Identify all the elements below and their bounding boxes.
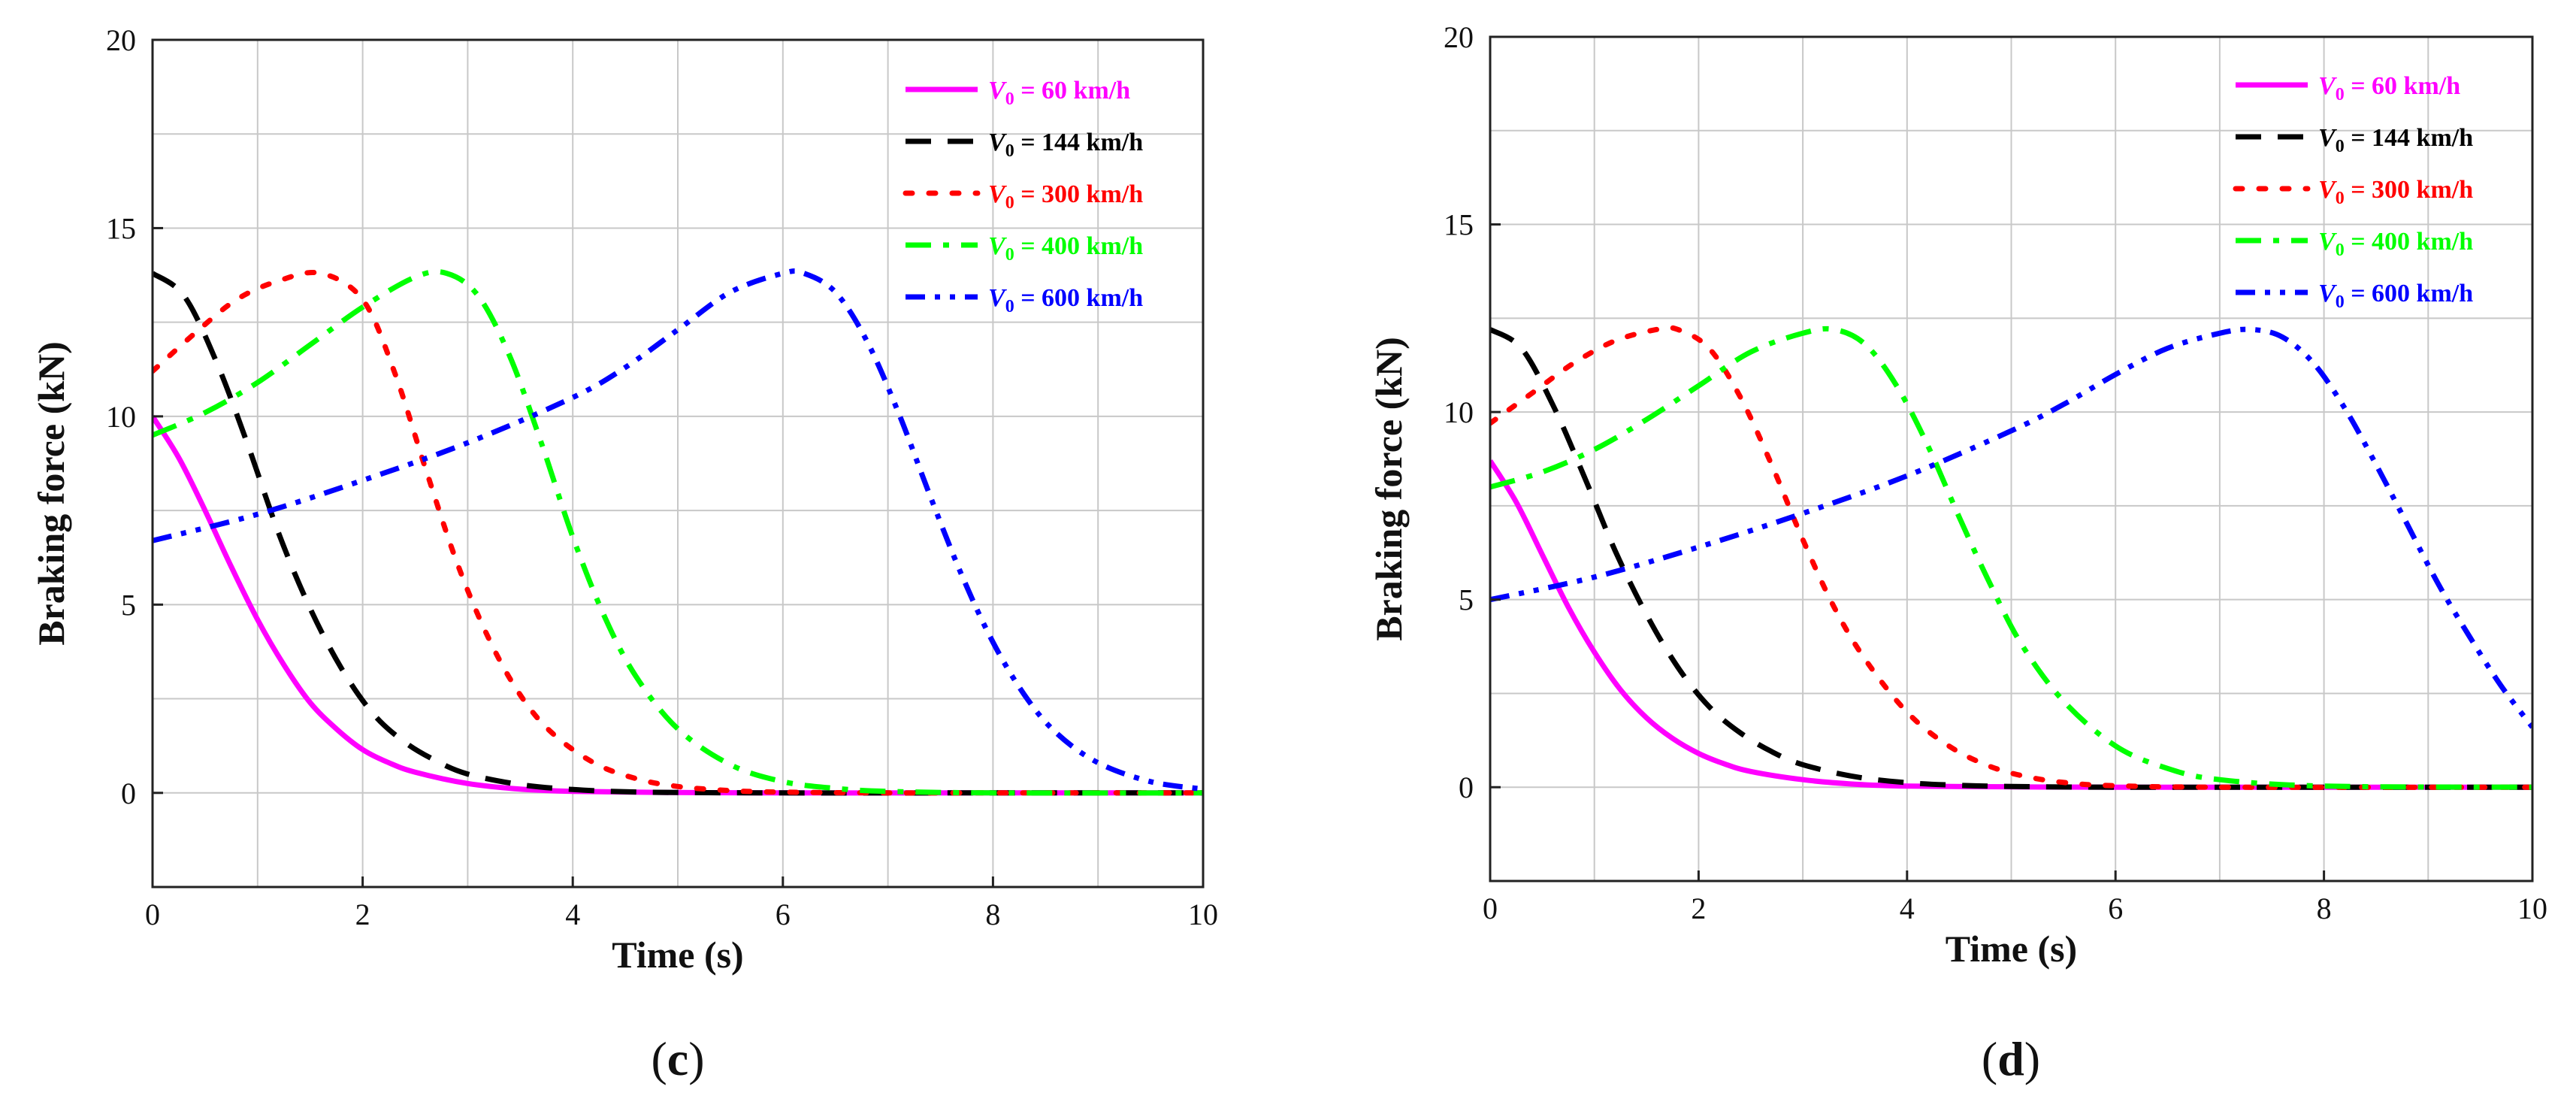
- y-axis-title: Braking force (kN): [1368, 337, 1410, 641]
- x-axis-title: Time (s): [612, 934, 743, 976]
- y-tick-label: 15: [106, 211, 136, 245]
- series-line-3: [153, 268, 1203, 796]
- chart-panel-c: 0 2 4 6 8 10 0 5 10 15 20 Time (s) Braking force (kN…: [30, 23, 1218, 1085]
- chart-panel-d: 0 2 4 6 8 10 0 5 10 15 20 Time (s) Braking force (kN…: [1368, 20, 2547, 1085]
- legend-label-0: V0 = 60 km/h: [2318, 72, 2460, 104]
- legend-label-3: V0 = 400 km/h: [2318, 228, 2473, 260]
- legend-label-2: V0 = 300 km/h: [2318, 176, 2473, 208]
- x-tick-label: 0: [145, 898, 160, 931]
- y-tick-label: 10: [106, 400, 136, 434]
- legend-label-4: V0 = 600 km/h: [2318, 280, 2473, 312]
- legend-label-0: V0 = 60 km/h: [988, 77, 1130, 109]
- series-line-4: [153, 268, 1203, 792]
- y-tick-label: 5: [121, 588, 136, 622]
- x-tick-label: 2: [1691, 892, 1706, 925]
- x-axis-title: Time (s): [1946, 928, 2077, 970]
- x-tick-label: 6: [776, 898, 791, 931]
- y-tick-label: 15: [1444, 208, 1474, 242]
- x-tick-label: 4: [1900, 892, 1915, 925]
- plot-frame: [151, 38, 1205, 889]
- y-tick-label: 20: [106, 23, 136, 57]
- panel-label: (c): [651, 1032, 704, 1085]
- legend: V0 = 60 km/h V0 = 144 km/h V0 = 300 km/h V0…: [903, 77, 1143, 316]
- series-line-1: [153, 271, 1203, 796]
- y-tick-label: 20: [1444, 20, 1474, 54]
- legend-label-4: V0 = 600 km/h: [988, 284, 1143, 316]
- plot-frame: [1489, 35, 2534, 883]
- series-line-4: [1490, 326, 2532, 729]
- y-axis-title: Braking force (kN): [30, 341, 72, 646]
- series-line-2: [1490, 325, 2532, 790]
- x-tick-label: 8: [2317, 892, 2332, 925]
- x-tick-label: 6: [2108, 892, 2123, 925]
- grid: [153, 40, 1203, 887]
- y-tick-label: 0: [1459, 770, 1474, 804]
- grid: [1490, 37, 2532, 881]
- x-tick-label: 0: [1483, 892, 1498, 925]
- x-tick-label: 10: [2517, 892, 2547, 925]
- y-tick-label: 5: [1459, 583, 1474, 617]
- series-line-2: [153, 270, 1203, 796]
- legend-label-2: V0 = 300 km/h: [988, 180, 1143, 213]
- series-group: [1490, 325, 2532, 790]
- panel-label: (d): [1982, 1032, 2040, 1085]
- legend-label-1: V0 = 144 km/h: [988, 129, 1143, 161]
- x-tick-label: 4: [565, 898, 580, 931]
- legend-label-3: V0 = 400 km/h: [988, 232, 1143, 265]
- y-tick-label: 0: [121, 777, 136, 810]
- series-group: [153, 268, 1203, 796]
- y-tick-label: 10: [1444, 395, 1474, 429]
- x-tick-label: 2: [355, 898, 370, 931]
- legend: V0 = 60 km/h V0 = 144 km/h V0 = 300 km/h V0…: [2233, 72, 2473, 312]
- legend-label-1: V0 = 144 km/h: [2318, 124, 2473, 156]
- x-tick-label: 8: [985, 898, 1000, 931]
- x-tick-label: 10: [1188, 898, 1218, 931]
